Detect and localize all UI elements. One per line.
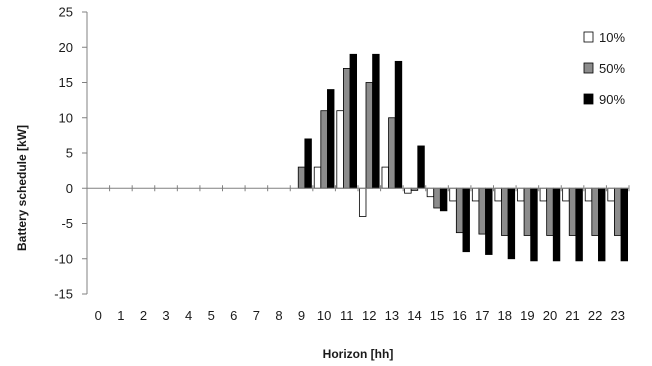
bar-50pct-10	[320, 110, 328, 189]
x-tick-label: 5	[208, 308, 215, 323]
bar-10pct-12	[358, 187, 367, 217]
bar-10pct-10	[313, 166, 322, 189]
bar-90pct-11	[349, 53, 358, 189]
y-tick-label: 20	[59, 40, 73, 55]
bar-10pct-22	[584, 187, 593, 202]
x-tick-label: 2	[140, 308, 147, 323]
bar-50pct-15	[433, 187, 441, 209]
x-tick-label: 13	[385, 308, 399, 323]
bar-10pct-21	[562, 187, 570, 202]
bar-90pct-12	[372, 53, 380, 189]
legend-label-10pct: 10%	[599, 30, 625, 45]
x-tick-label: 20	[543, 308, 557, 323]
legend-swatch-50pct	[583, 62, 594, 74]
x-tick-label: 1	[117, 308, 124, 323]
bar-50pct-12	[365, 82, 373, 189]
bar-90pct-13	[394, 60, 403, 189]
bar-90pct-10	[327, 89, 335, 189]
x-tick-label: 8	[275, 308, 282, 323]
bar-10pct-14	[404, 187, 412, 194]
x-tick-label: 14	[407, 308, 421, 323]
bar-90pct-21	[575, 187, 583, 262]
bar-10pct-11	[336, 110, 344, 189]
bar-50pct-22	[591, 187, 599, 236]
bar-10pct-13	[381, 166, 389, 189]
bar-90pct-16	[462, 187, 470, 253]
bar-90pct-15	[439, 187, 448, 212]
x-tick-label: 3	[162, 308, 169, 323]
bar-10pct-16	[449, 187, 457, 202]
bar-10pct-19	[517, 187, 525, 202]
x-tick-label: 19	[520, 308, 534, 323]
y-tick-label: 10	[59, 110, 73, 125]
bar-90pct-18	[507, 187, 516, 260]
bar-90pct-23	[620, 187, 629, 262]
bar-90pct-14	[417, 145, 425, 189]
bar-50pct-17	[478, 187, 486, 235]
bar-10pct-23	[607, 187, 615, 202]
bar-50pct-23	[614, 187, 622, 236]
x-tick-label: 12	[362, 308, 376, 323]
y-axis-title: Battery schedule [kW]	[15, 125, 29, 251]
bar-50pct-16	[455, 187, 464, 234]
x-tick-label: 6	[230, 308, 237, 323]
bar-50pct-9	[297, 166, 306, 189]
y-tick-label: 5	[66, 146, 73, 161]
x-tick-label: 15	[430, 308, 444, 323]
legend-label-90pct: 90%	[599, 92, 625, 107]
legend-swatch-90pct	[583, 93, 594, 105]
x-tick-label: 18	[498, 308, 512, 323]
bar-10pct-20	[539, 187, 548, 202]
y-tick-label: 25	[59, 5, 73, 20]
x-tick-label: 10	[317, 308, 331, 323]
x-tick-label: 17	[475, 308, 489, 323]
x-tick-label: 9	[298, 308, 305, 323]
bar-90pct-20	[552, 187, 561, 262]
bar-50pct-11	[343, 68, 351, 189]
bar-10pct-15	[426, 187, 435, 198]
x-tick-label: 22	[588, 308, 602, 323]
bar-90pct-19	[530, 187, 538, 262]
x-tick-label: 11	[340, 308, 354, 323]
bar-50pct-21	[568, 187, 577, 236]
x-tick-label: 7	[253, 308, 260, 323]
y-tick-label: 15	[59, 75, 73, 90]
legend-swatch-10pct	[583, 31, 594, 43]
x-tick-label: 23	[610, 308, 624, 323]
bar-90pct-22	[598, 187, 606, 262]
bar-50pct-13	[388, 117, 396, 189]
bar-50pct-18	[501, 187, 509, 236]
bar-10pct-17	[471, 187, 480, 202]
x-tick-label: 21	[565, 308, 579, 323]
bar-50pct-20	[546, 187, 554, 236]
y-tick-label: 0	[66, 181, 73, 196]
x-tick-label: 0	[95, 308, 102, 323]
y-tick-label: -15	[54, 287, 73, 302]
bar-90pct-9	[304, 138, 312, 189]
y-tick-label: -5	[61, 216, 73, 231]
bar-50pct-19	[523, 187, 532, 236]
bar-90pct-17	[485, 187, 493, 255]
x-axis-title: Horizon [hh]	[323, 347, 394, 361]
y-tick-label: -10	[54, 251, 73, 266]
x-tick-label: 16	[452, 308, 466, 323]
x-tick-label: 4	[185, 308, 192, 323]
legend-label-50pct: 50%	[599, 61, 625, 76]
bar-10pct-18	[494, 187, 502, 202]
